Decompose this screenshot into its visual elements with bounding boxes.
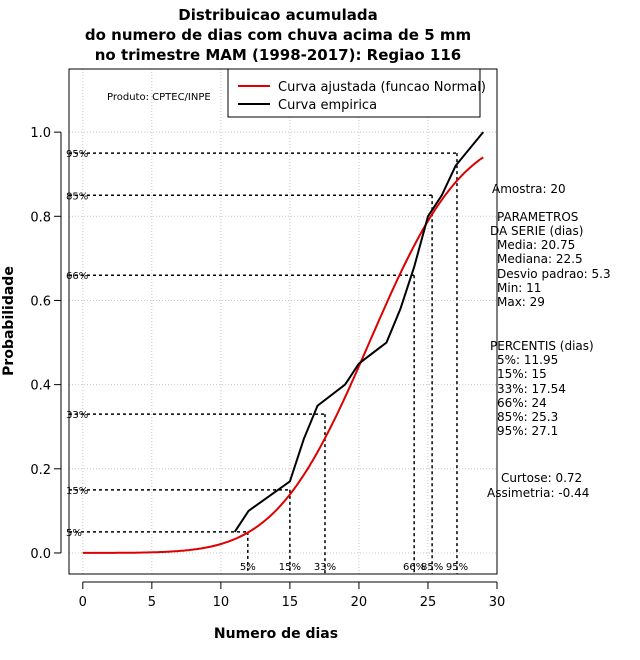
param-max: Max: 29 [497, 295, 545, 309]
percentile-xlabel-85: 85% [421, 562, 443, 573]
percentile-xlabel-15: 15% [279, 562, 301, 573]
percentile-ylabel-85: 85% [66, 191, 88, 202]
y-tick-label-4: 0.8 [30, 210, 51, 225]
percentil-66: 66%: 24 [497, 396, 547, 410]
param-media: Media: 20.75 [497, 238, 575, 252]
percentis-title: PERCENTIS (dias) [490, 339, 594, 353]
title-line-3: no trimestre MAM (1998-2017): Regiao 116 [95, 46, 462, 64]
x-tick-label-15: 15 [282, 595, 299, 610]
percentile-xlabel-66: 66% [403, 562, 425, 573]
percentile-xlabel-33: 33% [314, 562, 336, 573]
params-title-2: DA SERIE (dias) [490, 224, 583, 238]
x-tick-label-5: 5 [148, 595, 156, 610]
y-axis-label: Probabilidade [1, 266, 17, 376]
param-desvio: Desvio padrao: 5.3 [497, 267, 611, 281]
y-tick-label-0: 0.0 [30, 547, 51, 562]
x-axis: 0 5 10 15 20 25 30 [79, 581, 506, 610]
percentil-5: 5%: 11.95 [497, 353, 558, 367]
legend-label-fitted: Curva ajustada (funcao Normal) [278, 80, 486, 95]
x-tick-label-0: 0 [79, 595, 87, 610]
percentile-ylabel-66: 66% [66, 271, 88, 282]
percentile-ylabel-15: 15% [66, 486, 88, 497]
percentile-ylabel-5: 5% [66, 528, 82, 539]
sample-size: Amostra: 20 [492, 182, 566, 196]
assimetria: Assimetria: -0.44 [487, 486, 589, 500]
legend: Curva ajustada (funcao Normal) Curva emp… [227, 68, 486, 118]
credit-text: Produto: CPTEC/INPE [107, 92, 211, 103]
chart-title: Distribuicao acumulada do numero de dias… [85, 6, 471, 64]
x-tick-label-20: 20 [351, 595, 368, 610]
percentile-xlabel-95: 95% [446, 562, 468, 573]
series-empirical [233, 131, 484, 533]
percentile-ylabel-33: 33% [66, 410, 88, 421]
curtose: Curtose: 0.72 [501, 471, 582, 485]
x-tick-label-25: 25 [420, 595, 437, 610]
y-tick-label-3: 0.6 [30, 294, 51, 309]
percentil-33: 33%: 17.54 [497, 382, 566, 396]
title-line-2: do numero de dias com chuva acima de 5 m… [85, 26, 471, 44]
percentil-15: 15%: 15 [497, 367, 547, 381]
percentile-ylabel-95: 95% [66, 149, 88, 160]
series-fitted-normal [82, 156, 484, 554]
params-title-1: PARAMETROS [497, 210, 578, 224]
legend-label-empirical: Curva empirica [278, 98, 377, 113]
percentil-85: 85%: 25.3 [497, 410, 558, 424]
series-layer [82, 131, 484, 554]
y-tick-label-1: 0.2 [30, 463, 51, 478]
legend-box [227, 68, 481, 118]
x-axis-label: Numero de dias [214, 626, 338, 642]
y-tick-label-2: 0.4 [30, 379, 51, 394]
x-tick-label-30: 30 [489, 595, 506, 610]
percentil-95: 95%: 27.1 [497, 424, 558, 438]
param-mediana: Mediana: 22.5 [497, 252, 583, 266]
param-min: Min: 11 [497, 281, 541, 295]
side-annotations: Amostra: 20 PARAMETROS DA SERIE (dias) M… [487, 182, 611, 500]
percentile-guides: 5%5%15%15%33%33%66%66%85%85%95%95% [66, 149, 468, 574]
y-axis: 0.0 0.2 0.4 0.6 0.8 1.0 [30, 126, 62, 562]
x-tick-label-10: 10 [213, 595, 230, 610]
title-line-1: Distribuicao acumulada [178, 6, 377, 24]
y-tick-label-5: 1.0 [30, 126, 51, 141]
percentile-xlabel-5: 5% [240, 562, 256, 573]
